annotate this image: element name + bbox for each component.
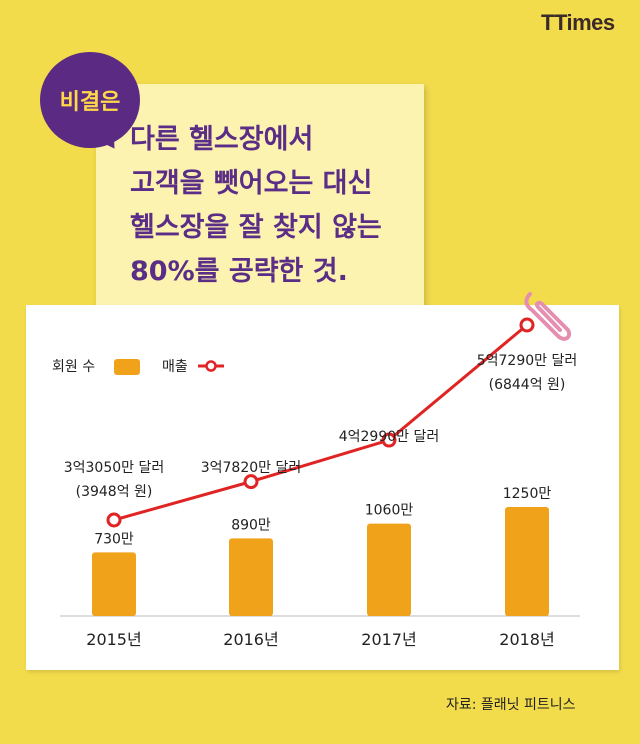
member-bar-label-2018년: 1250만 [503,486,552,502]
revenue-point-2016년 [243,474,259,490]
member-bar-label-2016년: 890만 [231,517,271,533]
source-note: 자료: 플래닛 피트니스 [446,697,576,713]
member-bar-label-2015년: 730만 [94,531,134,547]
headline-line-2: 고객을 뺏어오는 대신 [130,168,373,199]
x-tick-label-2017년: 2017년 [361,630,416,649]
headline: 다른 헬스장에서 고객을 뺏어오는 대신 헬스장을 잘 찾지 않는 80%를 공… [130,118,420,294]
revenue-label-2018년-1: 5억7290만 달러 [477,353,578,369]
ttimes-logo: TTimes [541,10,615,35]
sticky-note [96,84,424,322]
member-bar-2016년 [229,538,273,616]
headline-line-3: 헬스장을 잘 찾지 않는 [130,212,382,243]
revenue-point-2018년 [519,317,535,333]
revenue-point-2017년 [381,432,397,448]
member-bar-2018년 [505,507,549,616]
revenue-label-2018년-2: (6844억 원) [489,377,566,393]
x-tick-label-2016년: 2016년 [223,630,278,649]
member-bar-2017년 [367,523,411,616]
speech-bubble [40,52,140,148]
revenue-label-2016년-1: 3억7820만 달러 [201,460,302,476]
member-bar-2015년 [92,552,136,616]
legend-revenue-label: 매출 [162,359,188,375]
headline-line-4: 80%를 공략한 것. [130,256,348,287]
revenue-point-2015년 [106,512,122,528]
x-tick-label-2018년: 2018년 [499,630,554,649]
revenue-label-2017년-1: 4억2990만 달러 [339,429,440,445]
legend-members-swatch [114,359,140,375]
revenue-label-2015년-1: 3억3050만 달러 [64,460,165,476]
revenue-label-2015년-2: (3948억 원) [76,484,153,500]
revenue-line [113,323,528,522]
x-tick-label-2015년: 2015년 [86,630,141,649]
headline-line-1: 다른 헬스장에서 [130,124,314,155]
legend-members-label: 회원 수 [52,359,95,375]
speech-bubble-label: 비결은 [59,90,121,115]
legend-revenue-marker [205,360,217,372]
paperclip-icon [524,292,571,341]
member-bar-label-2017년: 1060만 [365,503,414,519]
